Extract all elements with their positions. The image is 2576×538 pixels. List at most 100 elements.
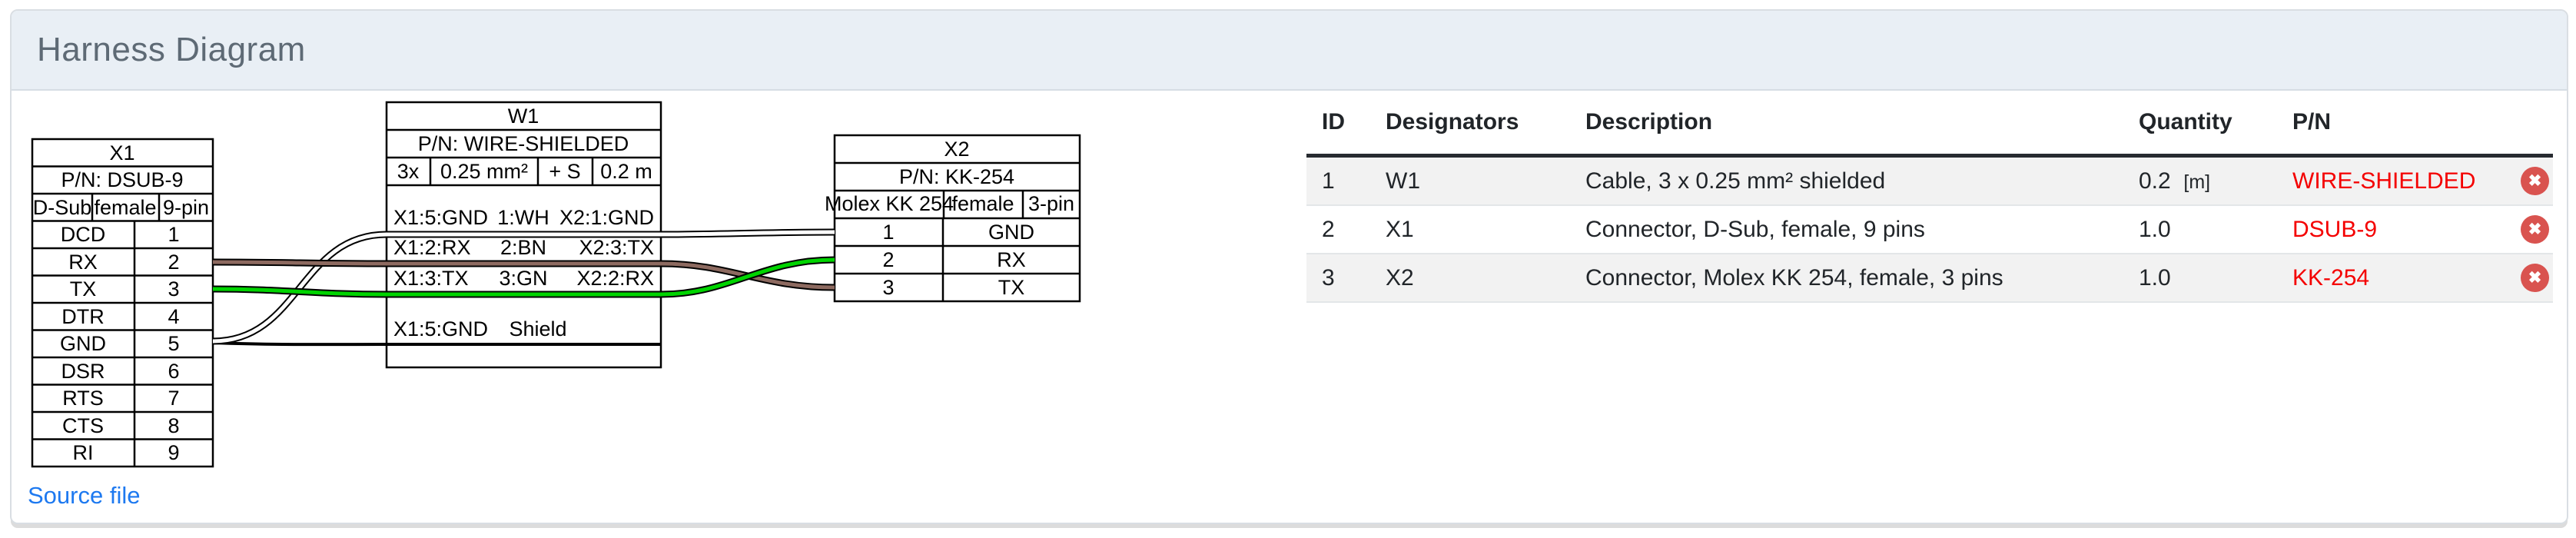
delete-x-icon: ✖: [2528, 221, 2542, 238]
harness-diagram: X1 P/N: DSUB-9 D-Sub female 9-pin DCD 1 …: [31, 101, 1081, 468]
delete-x-icon: ✖: [2528, 269, 2542, 287]
x2-type: Molex KK 254: [825, 192, 954, 215]
bom-action-cell: ✖: [2505, 155, 2553, 206]
x1-pin-num: 9: [168, 441, 179, 464]
connector-table-x2: X2 P/N: KK-254 Molex KK 254 female 3-pin…: [825, 134, 1081, 303]
pn-link[interactable]: WIRE-SHIELDED: [2292, 168, 2476, 194]
bom-id: 1: [1306, 155, 1370, 206]
pn-link[interactable]: DSUB-9: [2292, 216, 2378, 242]
x2-pin-name: RX: [997, 248, 1026, 271]
delete-row-button[interactable]: ✖: [2521, 215, 2549, 244]
bom-id: 2: [1306, 205, 1370, 254]
col-header-designators: Designators: [1370, 98, 1570, 158]
x1-pin-name: DSR: [61, 360, 105, 383]
delete-x-icon: ✖: [2528, 172, 2542, 190]
page-title: Harness Diagram: [37, 31, 306, 68]
bom-quantity: 1.0: [2123, 205, 2277, 254]
bom-action-cell: ✖: [2505, 254, 2553, 303]
w1-designator: W1: [508, 105, 539, 128]
x2-pincount: 3-pin: [1028, 192, 1074, 215]
x1-pin-name: RI: [73, 441, 94, 464]
quantity-value: 1.0: [2139, 264, 2171, 291]
x1-pin-name: TX: [70, 277, 97, 301]
bom-action-cell: ✖: [2505, 205, 2553, 254]
wire-label-left: X1:5:GND: [393, 317, 488, 340]
x1-pin-name: DCD: [61, 223, 106, 246]
quantity-value: 1.0: [2139, 216, 2171, 242]
w1-length: 0.2 m: [600, 160, 652, 183]
bom-designators: X2: [1370, 254, 1570, 303]
x2-designator: X2: [944, 138, 969, 161]
wire-label: 3:GN: [499, 267, 547, 290]
w1-shield: + S: [549, 160, 580, 183]
wire-label-right: X2:3:TX: [579, 236, 654, 259]
x1-pin-name: GND: [60, 332, 106, 355]
bom-quantity: 0.2 [m]: [2123, 155, 2277, 206]
bom-description: Connector, D-Sub, female, 9 pins: [1570, 205, 2123, 254]
bom-quantity: 1.0: [2123, 254, 2277, 303]
x1-pin-name: RTS: [62, 387, 104, 410]
bom-designators: X1: [1370, 205, 1570, 254]
bom-id: 3: [1306, 254, 1370, 303]
x1-pin-num: 5: [168, 332, 179, 355]
x2-gender: female: [951, 192, 1014, 215]
wire-green: [212, 256, 835, 298]
wire-shield: [212, 341, 661, 347]
col-header-description: Description: [1570, 98, 2123, 158]
x1-pin-num: 1: [168, 223, 179, 246]
x2-pn: P/N: KK-254: [899, 165, 1014, 188]
x1-pin-num: 2: [168, 251, 179, 274]
delete-row-button[interactable]: ✖: [2521, 264, 2549, 292]
x1-gender: female: [94, 196, 156, 219]
w1-pn: P/N: WIRE-SHIELDED: [418, 132, 629, 155]
col-header-quantity: Quantity: [2123, 98, 2277, 158]
x1-pin-num: 6: [168, 360, 179, 383]
wire-label-left: X1:5:GND: [393, 206, 488, 229]
bom-pn: KK-254: [2277, 254, 2505, 303]
x2-pin-name: GND: [988, 221, 1034, 244]
x2-pin-num: 3: [882, 276, 894, 299]
x1-pin-num: 8: [168, 414, 179, 437]
wire-label: 1:WH: [497, 206, 549, 229]
x1-pin-name: CTS: [62, 414, 104, 437]
x1-pin-num: 3: [168, 277, 179, 301]
bom-header-row: ID Designators Description Quantity P/N: [1306, 98, 2553, 158]
wire-brown: [212, 258, 835, 291]
wires: [212, 228, 835, 347]
delete-row-button[interactable]: ✖: [2521, 167, 2549, 195]
wire-white: [212, 228, 835, 345]
bom-pn: WIRE-SHIELDED: [2277, 155, 2505, 206]
col-header-actions: [2505, 98, 2553, 158]
pn-link[interactable]: KK-254: [2292, 264, 2370, 291]
wire-label-left: X1:2:RX: [393, 236, 471, 259]
x1-pin-name: RX: [68, 251, 98, 274]
bom-row: 1 W1 Cable, 3 x 0.25 mm² shielded 0.2 [m…: [1306, 155, 2553, 206]
x2-pin-num: 1: [882, 221, 894, 244]
bom-table: ID Designators Description Quantity P/N …: [1306, 98, 2553, 303]
col-header-pn: P/N: [2277, 98, 2505, 158]
w1-count: 3x: [397, 160, 420, 183]
wire-label-right: X2:1:GND: [559, 206, 654, 229]
connector-table-x1: X1 P/N: DSUB-9 D-Sub female 9-pin DCD 1 …: [31, 138, 214, 468]
bom-description: Cable, 3 x 0.25 mm² shielded: [1570, 155, 2123, 206]
bom-description: Connector, Molex KK 254, female, 3 pins: [1570, 254, 2123, 303]
x1-type: D-Sub: [33, 196, 92, 219]
quantity-value: 0.2: [2139, 168, 2171, 194]
bom-designators: W1: [1370, 155, 1570, 206]
quantity-unit: [m]: [2183, 171, 2211, 193]
wire-label-left: X1:3:TX: [393, 267, 469, 290]
bom-pn: DSUB-9: [2277, 205, 2505, 254]
wire-label-right: X2:2:RX: [576, 267, 654, 290]
bom-row: 2 X1 Connector, D-Sub, female, 9 pins 1.…: [1306, 205, 2553, 254]
x1-pin-num: 7: [168, 387, 179, 410]
w1-gauge: 0.25 mm²: [440, 160, 528, 183]
x2-pin-name: TX: [998, 276, 1025, 299]
x1-pin-name: DTR: [61, 305, 105, 328]
wire-label: 2:BN: [500, 236, 546, 259]
x1-pn: P/N: DSUB-9: [61, 168, 183, 191]
wire-label: Shield: [509, 317, 566, 340]
source-file-link[interactable]: Source file: [28, 482, 141, 509]
x1-pincount: 9-pin: [163, 196, 209, 219]
card-header: Harness Diagram: [12, 11, 2567, 91]
